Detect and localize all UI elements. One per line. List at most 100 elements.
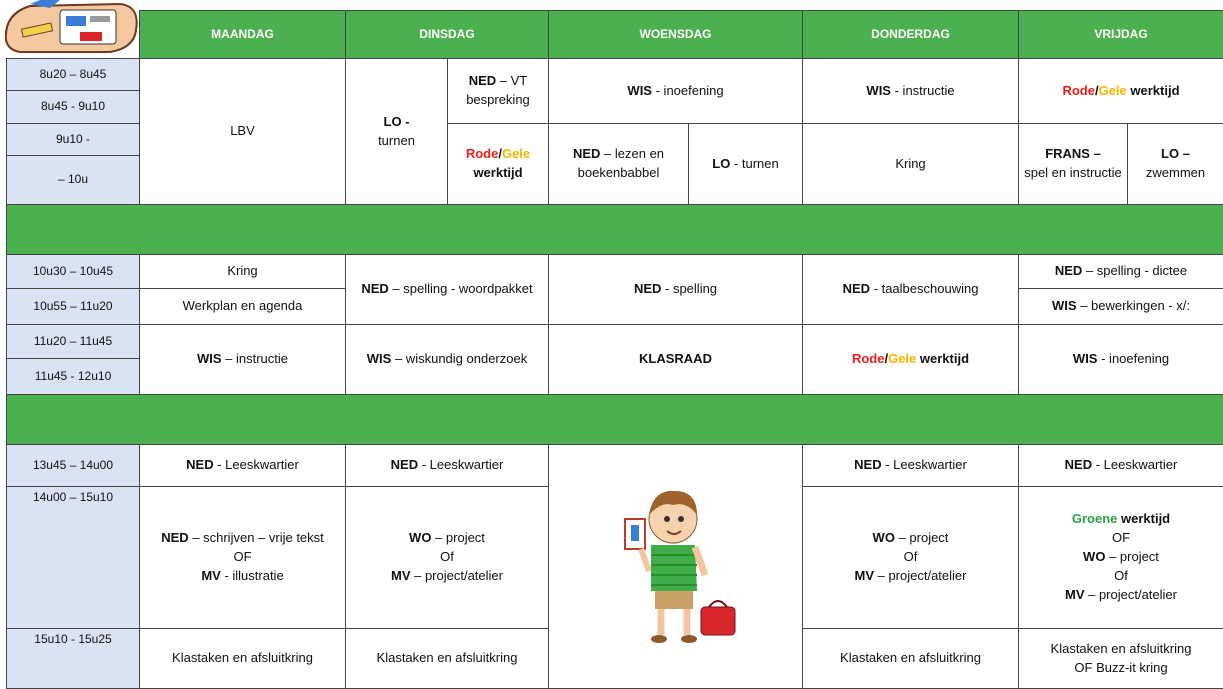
time: 11u45 - 12u10 [7,359,140,395]
subject: NED [843,281,870,296]
yellow-label: Gele [1099,83,1127,98]
lesson-text: – schrijven – vrije tekst [192,530,324,545]
lesson-text: – project [899,530,949,545]
lesson: Rode/Gele werktijd [1019,59,1223,124]
header-row: MAANDAG DINSDAG WOENSDAG DONDERDAG VRIJD… [7,11,1223,59]
lesson: WIS - instructie [803,59,1019,124]
lesson: Klastaken en afsluitkring [140,629,346,689]
day-header: DINSDAG [346,11,549,59]
lesson-text: – bewerkingen - x/: [1080,298,1190,313]
yellow-label: Gele [502,146,530,161]
lesson: LO – zwemmen [1128,124,1223,205]
lesson-text: Kring [227,263,257,278]
subject: WIS [1073,351,1098,366]
subject: NED [361,281,388,296]
lesson-text: Klastaken en afsluitkring [377,650,518,665]
time: 15u10 - 15u25 [7,629,140,689]
corner [7,11,140,59]
lesson-text: - Leeskwartier [1096,457,1178,472]
lesson-text: – project/atelier [878,568,967,583]
row: 13u45 – 14u00 NED - Leeskwartier NED - L… [7,445,1223,487]
lesson-text: - illustratie [224,568,283,583]
lesson-text: Of [904,549,918,564]
lesson: NED – spelling - dictee [1019,255,1223,289]
subject: FRANS – [1045,146,1101,161]
lesson-text: - Leeskwartier [885,457,967,472]
lesson: Klastaken en afsluitkring [346,629,549,689]
lesson-text: - inoefening [1101,351,1169,366]
lesson: NED - Leeskwartier [346,445,549,487]
lesson-text: - inoefening [656,83,724,98]
subject: MV [201,568,221,583]
lesson-text: Klastaken en afsluitkring [172,650,313,665]
lesson-text: – project [435,530,485,545]
lesson: NED - Leeskwartier [803,445,1019,487]
lesson-text: werktijd [920,351,969,366]
time: 14u00 – 15u10 [7,487,140,629]
subject: NED [161,530,188,545]
illustration-cell [549,445,803,689]
lesson: LO - turnen [689,124,803,205]
day-header: VRIJDAG [1019,11,1223,59]
lesson-text: – project/atelier [1088,587,1177,602]
lesson: NED – VT bespreking [448,59,549,124]
lesson-text: zwemmen [1146,165,1205,180]
lesson: NED – lezen en boekenbabbel [549,124,689,205]
lesson: NED - spelling [549,255,803,325]
lesson: Klastaken en afsluitkring [803,629,1019,689]
subject: WO [1083,549,1105,564]
lesson-text: werktijd [473,165,522,180]
lesson-text: - instructie [895,83,955,98]
lesson-text: werktijd [1130,83,1179,98]
subject: LO [712,156,730,171]
lesson-text: turnen [378,133,415,148]
lesson-text: - turnen [734,156,779,171]
lesson: KLASRAAD [549,325,803,395]
lesson-text: spel en instructie [1024,165,1122,180]
subject: WIS [1052,298,1077,313]
lesson: WIS – instructie [140,325,346,395]
lesson-text: OF [233,549,251,564]
boy-illustration [601,479,751,649]
lesson-text: – spelling - dictee [1086,263,1187,278]
break [7,395,1223,445]
lesson-text: - Leeskwartier [217,457,299,472]
lesson-text: LBV [230,123,255,138]
lesson: Werkplan en agenda [140,289,346,325]
row: 11u20 – 11u45 WIS – instructie WIS – wis… [7,325,1223,359]
time: 8u20 – 8u45 [7,59,140,91]
lesson: LBV [140,59,346,205]
subject: WIS [197,351,222,366]
subject: NED [469,73,496,88]
time: 9u10 - [7,124,140,156]
time: 10u55 – 11u20 [7,289,140,325]
lesson: WIS – bewerkingen - x/: [1019,289,1223,325]
subject: LO – [1161,146,1190,161]
subject: WO [873,530,895,545]
lesson-text: Of [1114,568,1128,583]
time: 8u45 - 9u10 [7,91,140,124]
subject: NED [391,457,418,472]
subject: WIS [367,351,392,366]
lesson-text: - spelling [665,281,717,296]
red-label: Rode [1062,83,1095,98]
yellow-label: Gele [888,351,916,366]
subject: MV [391,568,411,583]
subject: NED [854,457,881,472]
lesson-text: Werkplan en agenda [183,298,303,313]
timetable: MAANDAG DINSDAG WOENSDAG DONDERDAG VRIJD… [6,10,1223,689]
lesson-text: OF [1112,530,1130,545]
time: 10u30 – 10u45 [7,255,140,289]
lesson: NED - Leeskwartier [1019,445,1223,487]
lesson: NED - Leeskwartier [140,445,346,487]
lesson: NED – spelling - woordpakket [346,255,549,325]
subject: WIS [627,83,652,98]
lesson-text: - Leeskwartier [422,457,504,472]
subject: NED [634,281,661,296]
